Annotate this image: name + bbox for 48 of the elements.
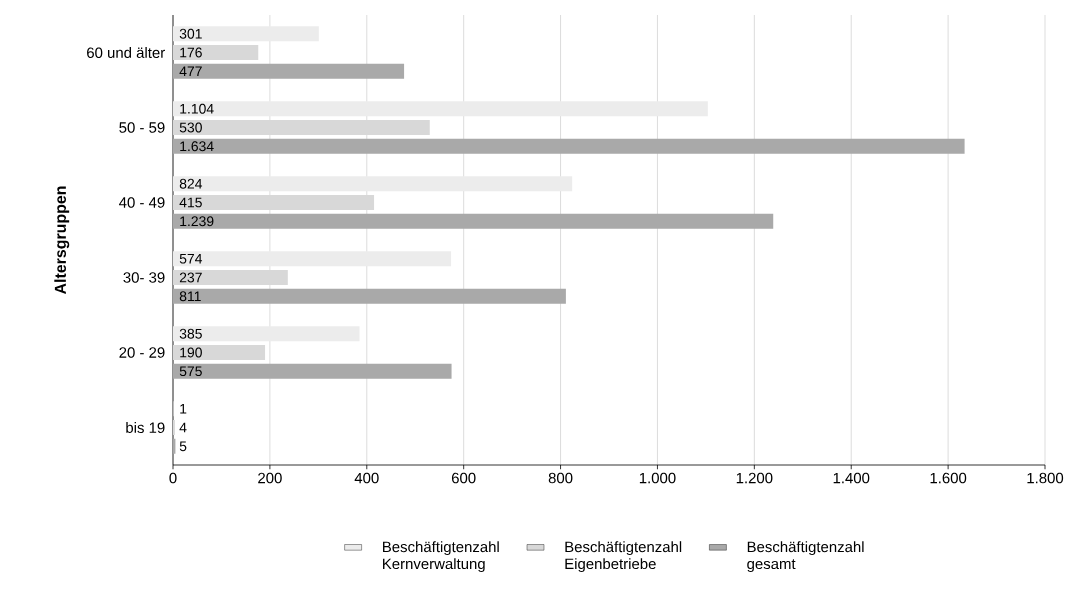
y-tick-label: 40 - 49 bbox=[119, 197, 165, 208]
data-label: 4 bbox=[179, 422, 187, 433]
data-label: 176 bbox=[180, 47, 202, 58]
data-label: 190 bbox=[180, 347, 202, 358]
y-axis-title: Altersgruppen bbox=[54, 186, 70, 295]
bar bbox=[173, 26, 319, 42]
data-label: 811 bbox=[179, 291, 201, 302]
x-tick-label: 1.000 bbox=[639, 472, 676, 484]
data-label: 385 bbox=[179, 328, 202, 339]
data-label: 5 bbox=[179, 441, 187, 452]
legend-label: Beschäftigtenzahl Kernverwaltung bbox=[383, 541, 499, 573]
bar bbox=[173, 195, 375, 210]
data-label: 574 bbox=[179, 253, 203, 264]
bar bbox=[173, 345, 266, 360]
x-tick-label: 1.200 bbox=[736, 472, 773, 484]
y-tick-label: 20 - 29 bbox=[119, 347, 165, 358]
bar bbox=[173, 176, 573, 192]
data-label: 477 bbox=[179, 66, 202, 77]
data-label: 575 bbox=[179, 366, 202, 377]
bar bbox=[173, 270, 288, 285]
data-label: 237 bbox=[179, 272, 202, 283]
x-tick-label: 0 bbox=[169, 472, 177, 484]
legend-label: Beschäftigtenzahl Eigenbetriebe bbox=[565, 541, 682, 573]
data-label: 415 bbox=[179, 197, 202, 208]
y-tick-label: 30- 39 bbox=[123, 272, 165, 283]
data-label: 1.104 bbox=[180, 103, 214, 114]
x-tick-label: 1.800 bbox=[1027, 472, 1064, 484]
x-tick-label: 800 bbox=[548, 472, 573, 484]
bar bbox=[173, 101, 708, 117]
y-tick-label: bis 19 bbox=[126, 422, 165, 433]
y-tick-label: 50 - 59 bbox=[119, 122, 165, 133]
x-tick-label: 200 bbox=[258, 472, 282, 484]
bar bbox=[173, 326, 360, 342]
data-label: 530 bbox=[179, 122, 202, 133]
legend-label: Beschäftigtenzahl gesamt bbox=[747, 541, 864, 573]
data-label: 1 bbox=[180, 403, 187, 414]
data-label: 1.634 bbox=[180, 141, 214, 152]
data-label: 301 bbox=[179, 28, 202, 39]
x-tick-label: 600 bbox=[451, 472, 476, 484]
data-label: 824 bbox=[179, 178, 203, 189]
y-tick-label: 60 und älter bbox=[87, 47, 165, 58]
bar bbox=[173, 45, 259, 60]
x-tick-label: 1.600 bbox=[930, 472, 967, 484]
x-tick-label: 400 bbox=[354, 472, 379, 484]
bar bbox=[173, 120, 430, 135]
x-tick-label: 1.400 bbox=[833, 472, 870, 484]
bar bbox=[173, 251, 452, 267]
data-label: 1.239 bbox=[180, 216, 214, 227]
